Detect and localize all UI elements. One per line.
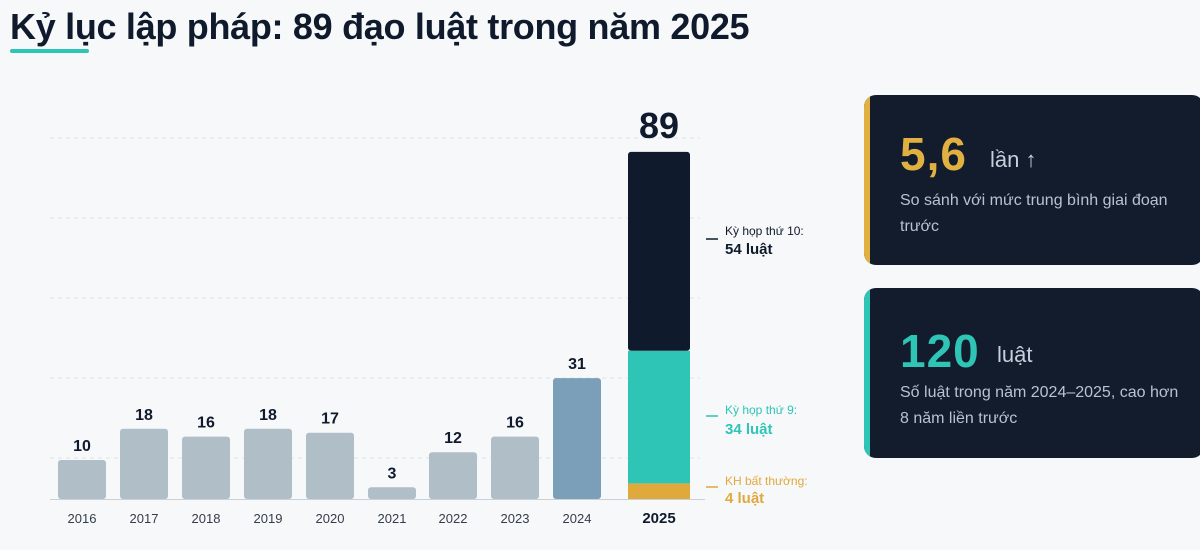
x-tick-2022: 2022 — [439, 511, 468, 526]
bar-2021 — [368, 487, 416, 499]
x-tick-2018: 2018 — [192, 511, 221, 526]
bar-2016 — [58, 460, 106, 499]
annotation-name: KH bất thường: — [725, 474, 808, 488]
title-underline — [10, 49, 89, 53]
bar-value-2016: 10 — [73, 438, 91, 455]
bar-value-2024: 31 — [568, 356, 586, 373]
bar-2025-segment-3 — [628, 151, 690, 351]
bar-2023 — [491, 436, 539, 499]
bar-value-2017: 18 — [135, 407, 153, 424]
bar-2022 — [429, 452, 477, 499]
stat-total-desc: Số luật trong năm 2024–2025, cao hơn 8 n… — [900, 384, 1179, 427]
bar-2024 — [553, 378, 601, 499]
x-tick-2024: 2024 — [563, 511, 592, 526]
card-stripe — [864, 95, 870, 265]
bar-2025-total-label: 89 — [639, 105, 679, 146]
x-tick-2025: 2025 — [642, 510, 675, 527]
x-tick-2017: 2017 — [130, 511, 159, 526]
x-tick-2021: 2021 — [378, 511, 407, 526]
x-tick-2020: 2020 — [316, 511, 345, 526]
page-title: Kỷ lục lập pháp: 89 đạo luật trong năm 2… — [10, 6, 750, 47]
annotation-value: 54 luật — [725, 241, 773, 258]
annotation-value: 4 luật — [725, 490, 764, 507]
x-tick-2023: 2023 — [501, 511, 530, 526]
annotation-name: Kỳ họp thứ 9: — [725, 403, 797, 417]
bar-value-2023: 16 — [506, 415, 524, 432]
x-tick-2019: 2019 — [254, 511, 283, 526]
card-stripe — [864, 288, 870, 458]
bar-2018 — [182, 436, 230, 499]
bar-chart: 10 2016 18 2017 16 2018 18 2019 17 2020 3 2021 12 202… — [50, 105, 808, 527]
stat-card-ratio: 5,6 lần ↑ So sánh với mức trung bình gia… — [864, 95, 1200, 265]
stat-total-unit: luật — [997, 342, 1033, 367]
bar-value-2019: 18 — [259, 407, 277, 424]
bar-2020 — [306, 432, 354, 499]
bar-value-2022: 12 — [444, 430, 462, 447]
bar-value-2020: 17 — [321, 411, 339, 428]
bar-2019 — [244, 428, 292, 499]
bar-2025-segment-1 — [628, 483, 690, 499]
stat-ratio-desc: So sánh với mức trung bình giai đoạn trư… — [900, 192, 1168, 235]
bar-2025-segment-2 — [628, 350, 690, 484]
bar-2017 — [120, 428, 168, 499]
bar-value-2018: 16 — [197, 415, 215, 432]
bar-value-2021: 3 — [388, 465, 397, 482]
annotation-name: Kỳ họp thứ 10: — [725, 224, 804, 238]
annotation-value: 34 luật — [725, 421, 773, 438]
stat-card-total: 120 luật Số luật trong năm 2024–2025, ca… — [864, 288, 1200, 458]
stat-ratio-value: 5,6 — [900, 128, 967, 180]
x-tick-2016: 2016 — [68, 511, 97, 526]
stat-total-value: 120 — [900, 325, 980, 377]
stat-ratio-unit: lần ↑ — [990, 147, 1037, 172]
